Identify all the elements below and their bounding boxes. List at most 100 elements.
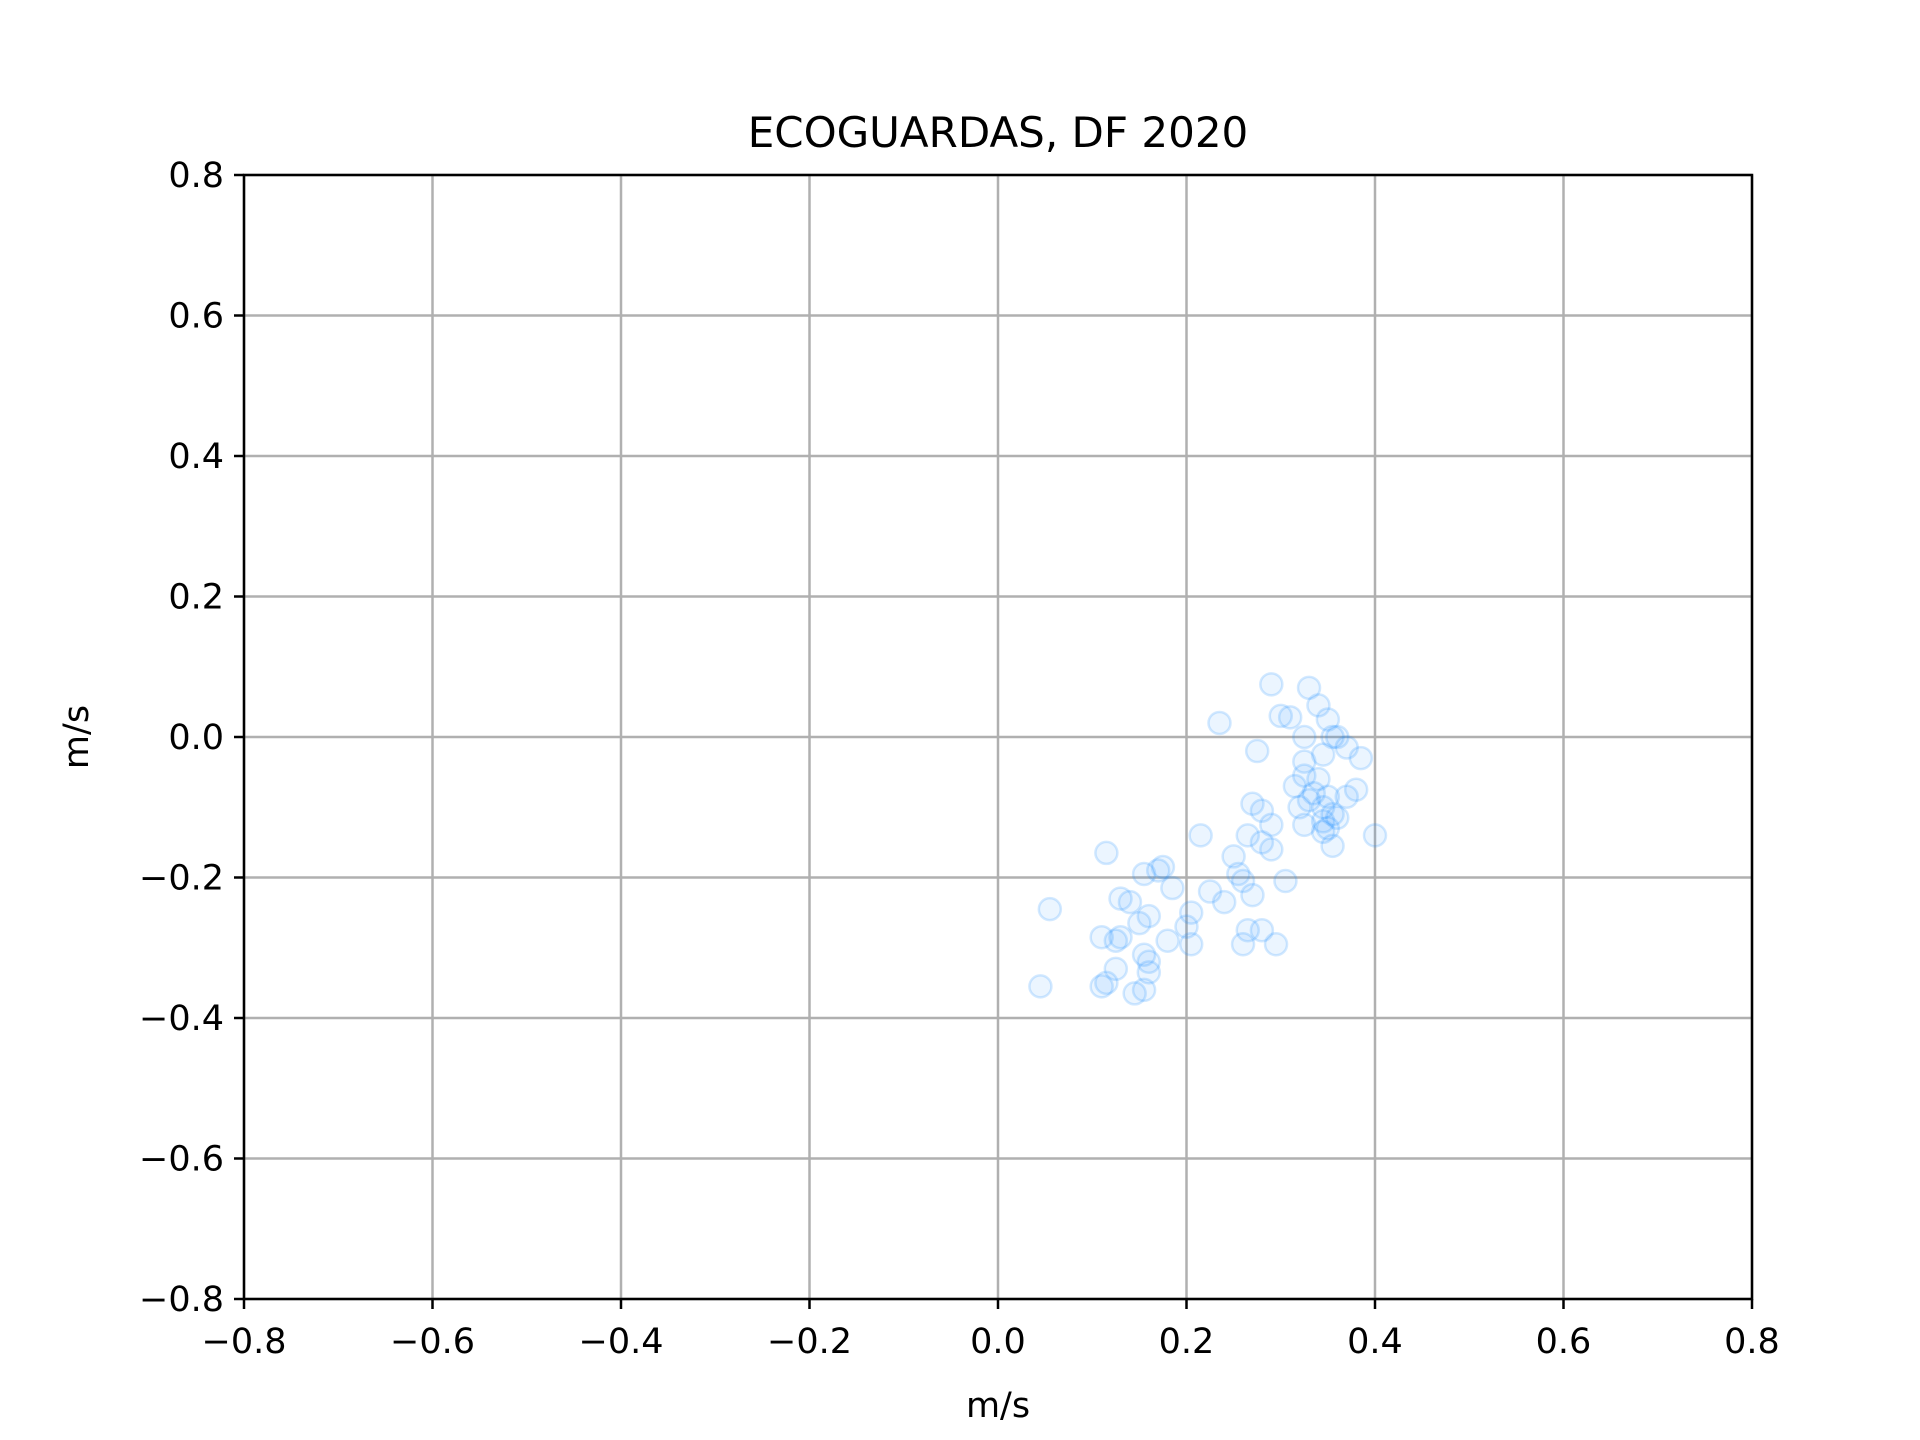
data-point <box>1028 974 1053 999</box>
data-point <box>1211 889 1237 915</box>
data-point <box>1122 981 1147 1006</box>
data-point <box>1292 763 1317 788</box>
data-points <box>1028 672 1388 1006</box>
data-point <box>1131 861 1157 887</box>
data-point <box>1296 787 1322 813</box>
data-point <box>1292 812 1317 838</box>
y-tick-label: 0.4 <box>168 437 224 477</box>
data-point <box>1103 956 1129 982</box>
y-tick-label: 0.8 <box>168 156 224 196</box>
data-point <box>1315 707 1341 732</box>
data-point <box>1259 837 1284 862</box>
y-tick-label: −0.6 <box>139 1140 224 1180</box>
data-point <box>1103 928 1129 953</box>
data-point <box>1117 889 1143 915</box>
data-point <box>1325 805 1350 831</box>
data-point <box>1334 735 1359 760</box>
data-point <box>1310 742 1336 767</box>
data-point <box>1240 791 1265 816</box>
data-point <box>1259 812 1284 838</box>
data-point <box>1160 875 1185 901</box>
data-point <box>1136 960 1162 985</box>
grid <box>242 173 1754 1301</box>
y-axis-label: m/s <box>57 705 97 769</box>
data-point <box>1334 784 1359 809</box>
data-point <box>1306 766 1331 792</box>
data-point <box>1094 840 1119 866</box>
data-point <box>1348 745 1374 771</box>
data-point <box>1310 819 1336 845</box>
data-point <box>1230 868 1256 894</box>
x-tick-label: 0.0 <box>970 1322 1026 1362</box>
data-point <box>1221 844 1246 869</box>
data-point <box>1155 928 1180 953</box>
data-point <box>1249 917 1275 943</box>
data-point <box>1178 931 1204 957</box>
x-tick-label: 0.2 <box>1159 1322 1215 1362</box>
data-point <box>1207 710 1232 736</box>
data-point <box>1320 724 1345 750</box>
data-point <box>1089 974 1114 999</box>
y-tick-label: 0.0 <box>168 718 224 758</box>
data-point <box>1094 970 1119 996</box>
data-point <box>1136 903 1162 929</box>
data-point <box>1310 809 1336 834</box>
data-point <box>1296 675 1322 701</box>
data-point <box>1315 784 1341 809</box>
data-point <box>1089 924 1114 950</box>
data-point <box>1259 672 1284 697</box>
data-point <box>1249 798 1275 824</box>
y-tick-label: −0.2 <box>139 859 224 899</box>
y-tick-label: −0.4 <box>139 999 224 1039</box>
data-point <box>1343 777 1369 802</box>
data-point <box>1131 977 1157 1003</box>
data-point <box>1108 924 1133 950</box>
data-point <box>1174 914 1199 939</box>
y-tick-label: −0.8 <box>139 1280 224 1320</box>
data-point <box>1244 738 1270 764</box>
data-point <box>1282 773 1308 799</box>
data-point <box>1226 861 1251 887</box>
x-tick-label: −0.6 <box>390 1322 475 1362</box>
data-point <box>1230 931 1256 957</box>
x-axis-label: m/s <box>966 1386 1030 1426</box>
x-tick-label: −0.4 <box>579 1322 664 1362</box>
data-point <box>1197 879 1223 904</box>
data-point <box>1320 833 1345 859</box>
data-point <box>1310 795 1336 820</box>
data-point <box>1249 830 1275 855</box>
x-tick-label: −0.2 <box>767 1322 852 1362</box>
data-point <box>1306 693 1331 718</box>
data-point <box>1315 816 1341 841</box>
data-point <box>1131 942 1157 968</box>
data-point <box>1037 896 1063 922</box>
data-point <box>1268 703 1293 729</box>
x-tick-label: 0.6 <box>1536 1322 1592 1362</box>
data-point <box>1273 868 1298 894</box>
data-point <box>1320 802 1345 827</box>
y-tick-label: 0.2 <box>168 578 224 618</box>
data-point <box>1277 705 1303 730</box>
data-point <box>1150 854 1176 880</box>
data-point <box>1145 858 1171 883</box>
data-point <box>1240 882 1265 908</box>
data-point <box>1292 749 1317 774</box>
data-point <box>1325 724 1350 750</box>
data-point <box>1108 886 1133 911</box>
y-tick-label: 0.6 <box>168 297 224 337</box>
data-point <box>1235 917 1261 943</box>
data-point <box>1301 780 1326 806</box>
x-tick-label: 0.4 <box>1347 1322 1403 1362</box>
x-tick-label: 0.8 <box>1724 1322 1780 1362</box>
data-point <box>1292 724 1317 750</box>
data-point <box>1287 795 1312 820</box>
data-point <box>1178 900 1204 925</box>
axis-ticks: −0.8 −0.6 −0.4 −0.2 0.0 0.2 0.4 0.6 0.8 −0.8 −0.6 −… <box>139 156 1780 1362</box>
data-point <box>1235 823 1261 848</box>
data-point <box>1188 823 1213 848</box>
x-tick-label: −0.8 <box>202 1322 287 1362</box>
data-point <box>1362 823 1388 848</box>
data-point <box>1136 949 1162 975</box>
data-point <box>1263 931 1289 957</box>
